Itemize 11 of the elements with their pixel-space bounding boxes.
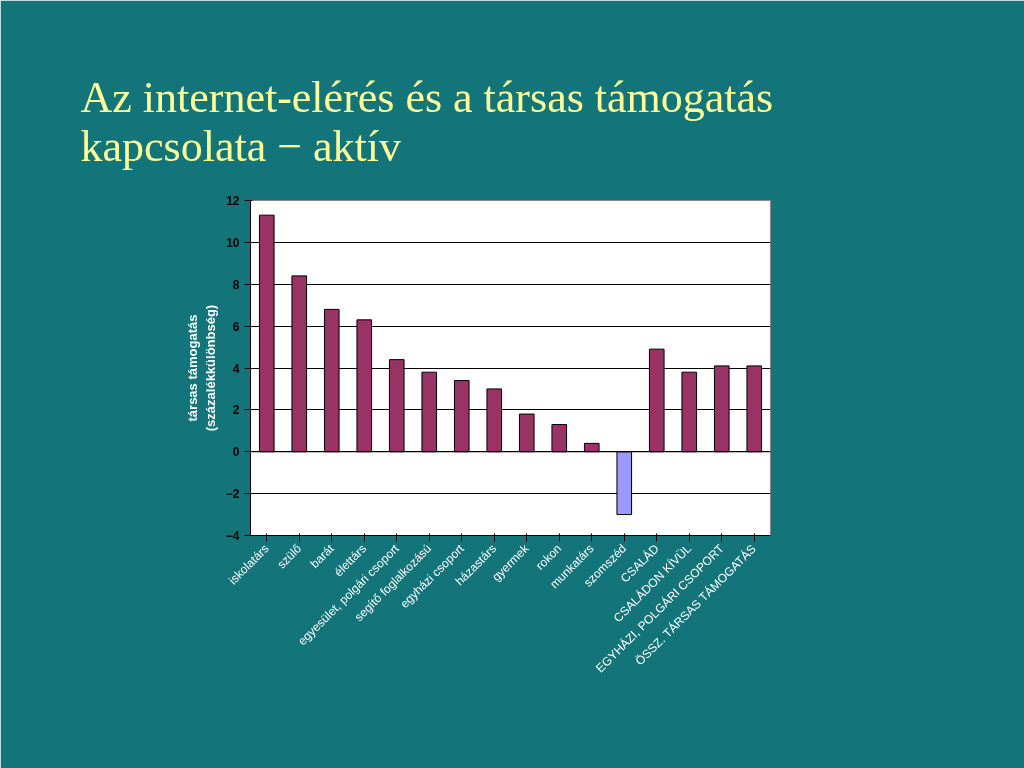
y-tick-label: −2 — [225, 487, 240, 502]
y-tick-label: 4 — [232, 361, 240, 376]
chart-title: Az internet-elérés és a társas támogatás kapcsolata − aktív — [80, 72, 774, 171]
y-tick-label: 0 — [232, 445, 240, 460]
y-tick-label: −4 — [225, 529, 240, 543]
y-tick-label: 8 — [232, 277, 240, 292]
y-tick-label: 12 — [226, 194, 240, 208]
y-tick-label: 10 — [226, 235, 240, 250]
y-axis-title: társas támogatás (százalékkülönbség) — [184, 304, 218, 432]
y-tick-label: 6 — [232, 319, 240, 334]
y-tick-label: 2 — [232, 403, 240, 418]
